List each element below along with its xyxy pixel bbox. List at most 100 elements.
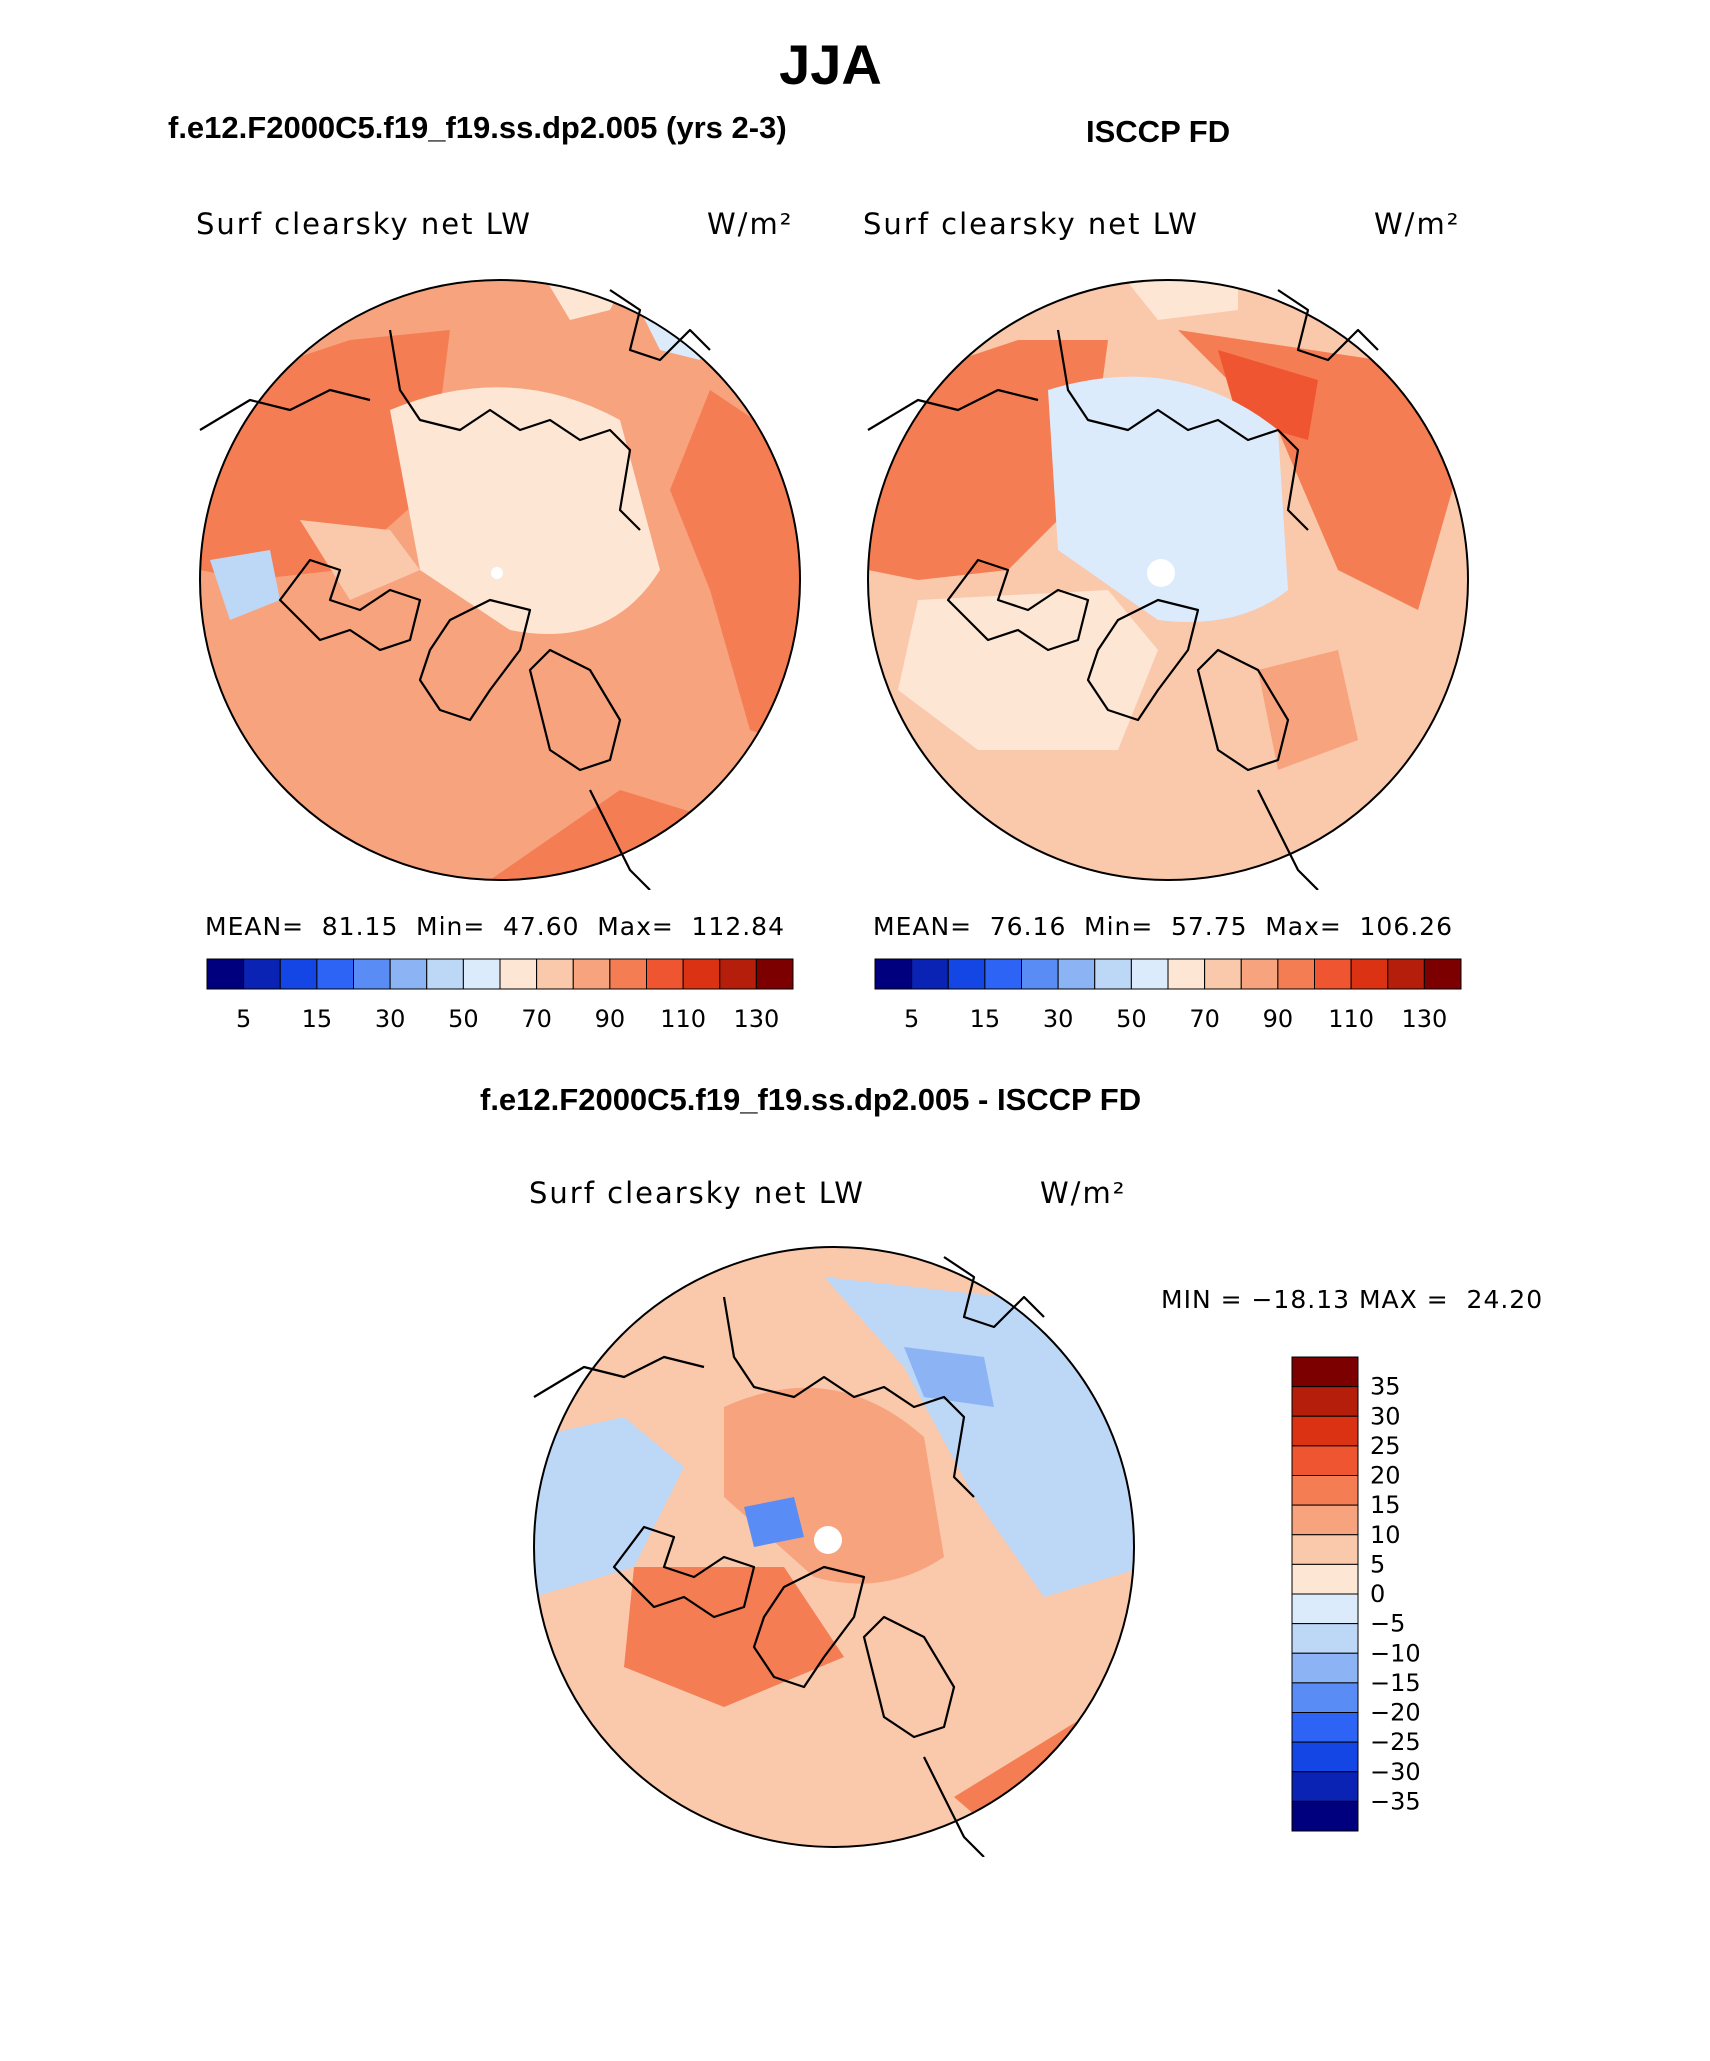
obs-colorbar-tick-label: 5 xyxy=(904,1005,919,1033)
obs-max-label: Max= xyxy=(1265,912,1342,941)
obs-polar-map xyxy=(867,279,1469,890)
obs-colorbar-tick-label: 130 xyxy=(1401,1005,1447,1033)
difference-colorbar-tick-label: −10 xyxy=(1370,1639,1421,1667)
difference-colorbar-tick-label: 15 xyxy=(1370,1491,1401,1519)
model-colorbar-swatch xyxy=(755,958,794,990)
model-max-value: 112.84 xyxy=(691,912,785,941)
model-colorbar-tick-label: 70 xyxy=(521,1005,552,1033)
obs-colorbar-swatch xyxy=(984,958,1022,990)
model-colorbar-swatch xyxy=(646,958,684,990)
model-field-siberia-warm xyxy=(670,390,800,750)
model-colorbar-swatch xyxy=(609,958,647,990)
obs-colorbar-tick-label: 90 xyxy=(1263,1005,1294,1033)
obs-colorbar-swatch xyxy=(1240,958,1279,990)
difference-minmax: MIN = −18.13 MAX = 24.20 xyxy=(1161,1285,1544,1314)
obs-max-value: 106.26 xyxy=(1359,912,1453,941)
obs-colorbar-swatch xyxy=(947,958,986,990)
obs-colorbar: 5 15 30 50 70 90 110 130 xyxy=(874,958,1462,1033)
model-colorbar-swatch xyxy=(206,958,245,990)
difference-map-border xyxy=(533,1246,1135,1848)
difference-colorbar-swatch xyxy=(1291,1593,1359,1625)
difference-pole-marker xyxy=(814,1526,842,1554)
obs-colorbar-tick-label: 30 xyxy=(1043,1005,1074,1033)
difference-colorbar-tick-label: −20 xyxy=(1370,1699,1421,1727)
model-colorbar: 5 15 30 50 70 90 110 130 xyxy=(206,958,794,1033)
difference-colorbar-swatch xyxy=(1291,1682,1359,1713)
figure-title: JJA xyxy=(779,33,882,96)
difference-colorbar-swatch xyxy=(1291,1712,1359,1743)
obs-colorbar-tick-label: 110 xyxy=(1328,1005,1374,1033)
diff-field-canada-negative xyxy=(534,1417,684,1597)
model-colorbar-swatch xyxy=(572,958,611,990)
model-min-value: 47.60 xyxy=(502,912,580,941)
model-field-arctic-ocean xyxy=(390,387,660,634)
diff-field-siberia-negative xyxy=(824,1277,1134,1597)
model-units-label: W/m² xyxy=(707,207,794,241)
obs-colorbar-swatch xyxy=(1204,958,1242,990)
diff-field-greenland-positive xyxy=(624,1567,844,1707)
difference-colorbar-tick-label: 20 xyxy=(1370,1462,1401,1490)
difference-variable-label: Surf clearsky net LW xyxy=(529,1176,865,1210)
model-coastlines xyxy=(199,289,711,890)
difference-colorbar-swatch xyxy=(1291,1623,1359,1654)
model-colorbar-tick-label: 30 xyxy=(375,1005,406,1033)
model-field-archipelago xyxy=(300,520,420,600)
obs-colorbar-swatch xyxy=(1314,958,1352,990)
difference-colorbar-tick-label: 0 xyxy=(1370,1580,1385,1608)
obs-variable-label: Surf clearsky net LW xyxy=(863,207,1199,241)
difference-colorbar-swatch xyxy=(1291,1504,1359,1536)
diff-field-siberia-core xyxy=(904,1347,994,1407)
model-variable-label: Surf clearsky net LW xyxy=(196,207,532,241)
difference-colorbar-tick-label: −25 xyxy=(1370,1728,1421,1756)
difference-polar-map xyxy=(533,1246,1135,1857)
obs-colorbar-swatch xyxy=(1021,958,1059,990)
model-colorbar-swatch xyxy=(719,958,757,990)
model-mean-label: MEAN= xyxy=(205,912,305,941)
model-colorbar-swatch xyxy=(499,958,538,990)
obs-colorbar-swatch xyxy=(1130,958,1169,990)
obs-panel-header: ISCCP FD xyxy=(1086,114,1231,149)
model-mean-value: 81.15 xyxy=(321,912,399,941)
difference-colorbar-swatch xyxy=(1291,1771,1359,1802)
difference-colorbar-swatch xyxy=(1291,1356,1359,1388)
model-panel-header: f.e12.F2000C5.f19_f19.ss.dp2.005 (yrs 2-… xyxy=(168,110,787,145)
model-colorbar-swatch xyxy=(426,958,464,990)
difference-colorbar-swatch xyxy=(1291,1652,1359,1684)
difference-colorbar-tick-label: 35 xyxy=(1370,1373,1401,1401)
obs-colorbar-tick-label: 70 xyxy=(1189,1005,1220,1033)
difference-colorbar-swatch xyxy=(1291,1741,1359,1773)
model-colorbar-swatch xyxy=(682,958,721,990)
difference-colorbar-tick-label: 10 xyxy=(1370,1521,1401,1549)
difference-colorbar-swatch xyxy=(1291,1475,1359,1506)
obs-units-label: W/m² xyxy=(1374,207,1461,241)
difference-units-label: W/m² xyxy=(1040,1176,1127,1210)
model-min-label: Min= xyxy=(416,912,486,941)
model-colorbar-tick-label: 15 xyxy=(302,1005,333,1033)
model-colorbar-swatch xyxy=(316,958,354,990)
obs-colorbar-swatch xyxy=(1387,958,1425,990)
model-colorbar-swatch xyxy=(462,958,501,990)
obs-colorbar-swatch xyxy=(1277,958,1315,990)
model-colorbar-swatch xyxy=(279,958,318,990)
obs-colorbar-swatch xyxy=(1423,958,1462,990)
obs-colorbar-swatch xyxy=(1057,958,1096,990)
difference-colorbar-tick-label: −15 xyxy=(1370,1669,1421,1697)
difference-colorbar-swatch xyxy=(1291,1415,1359,1447)
model-colorbar-tick-label: 90 xyxy=(595,1005,626,1033)
obs-colorbar-swatch xyxy=(1167,958,1206,990)
obs-colorbar-swatch xyxy=(1350,958,1389,990)
obs-mean-label: MEAN= xyxy=(873,912,973,941)
obs-colorbar-swatch xyxy=(911,958,949,990)
model-colorbar-tick-label: 5 xyxy=(236,1005,251,1033)
model-colorbar-swatch xyxy=(353,958,391,990)
model-polar-map xyxy=(199,279,801,890)
model-colorbar-swatch xyxy=(536,958,574,990)
difference-colorbar-swatch xyxy=(1291,1534,1359,1565)
difference-colorbar-tick-label: 25 xyxy=(1370,1432,1401,1460)
model-colorbar-swatch xyxy=(243,958,281,990)
model-field-hudson-bay xyxy=(210,550,280,620)
model-colorbar-tick-label: 130 xyxy=(733,1005,779,1033)
difference-header: f.e12.F2000C5.f19_f19.ss.dp2.005 - ISCCP… xyxy=(480,1082,1142,1117)
difference-colorbar-tick-label: −30 xyxy=(1370,1758,1421,1786)
model-pole-marker xyxy=(491,567,503,579)
